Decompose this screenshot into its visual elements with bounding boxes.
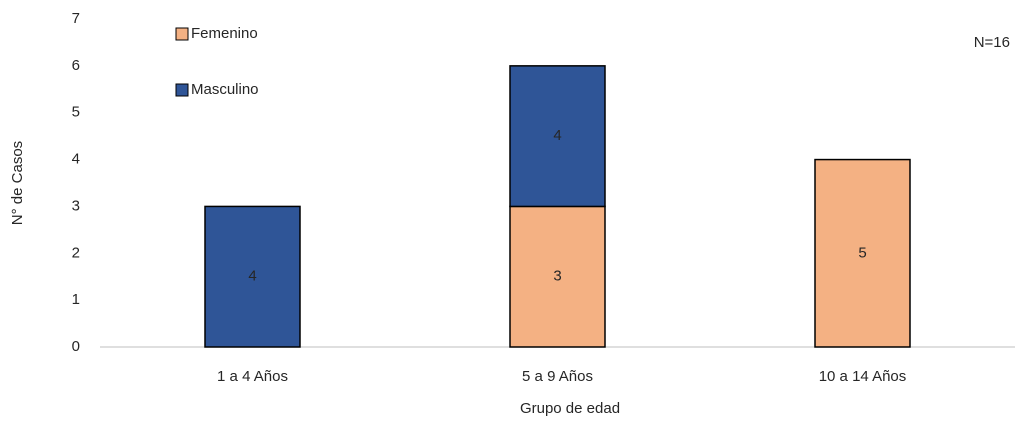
y-tick-label: 2 bbox=[72, 244, 80, 261]
x-tick-label: 10 a 14 Años bbox=[819, 368, 907, 385]
legend-swatch bbox=[175, 27, 189, 41]
data-label: 4 bbox=[248, 268, 256, 285]
bar bbox=[204, 205, 301, 348]
x-tick-label: 5 a 9 Años bbox=[522, 368, 593, 385]
bar bbox=[509, 205, 606, 348]
x-axis-label: Grupo de edad bbox=[520, 400, 620, 417]
x-tick-label: 1 a 4 Años bbox=[217, 368, 288, 385]
y-tick-label: 5 bbox=[72, 104, 80, 121]
annotation: N=16 bbox=[974, 34, 1010, 51]
y-axis-label: N° de Casos bbox=[9, 141, 26, 225]
y-tick-label: 7 bbox=[72, 10, 80, 27]
data-label: 3 bbox=[553, 268, 561, 285]
data-label: 4 bbox=[553, 127, 561, 144]
data-label: 5 bbox=[858, 244, 866, 261]
legend-swatch bbox=[175, 83, 189, 97]
y-tick-label: 0 bbox=[72, 338, 80, 355]
y-tick-label: 1 bbox=[72, 291, 80, 308]
y-tick-label: 3 bbox=[72, 197, 80, 214]
bar bbox=[814, 158, 911, 348]
y-tick-label: 6 bbox=[72, 57, 80, 74]
legend-label: Femenino bbox=[191, 25, 258, 42]
bar bbox=[509, 65, 606, 208]
y-tick-label: 4 bbox=[72, 151, 80, 168]
legend-label: Masculino bbox=[191, 81, 259, 98]
